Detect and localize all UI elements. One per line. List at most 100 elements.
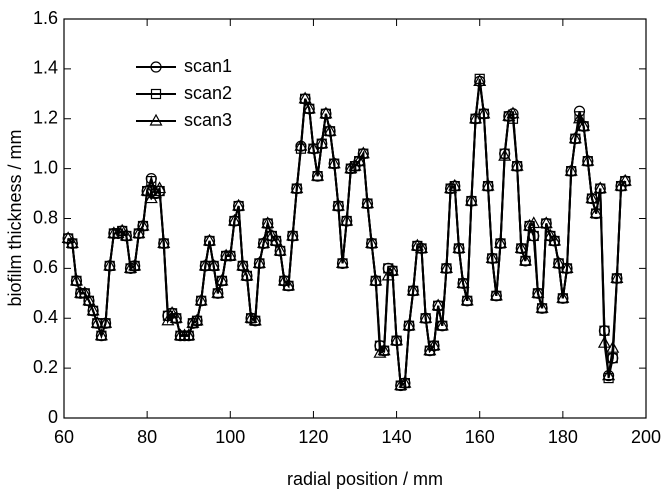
data-point xyxy=(493,236,508,249)
y-tick-label: 1.0 xyxy=(33,157,58,177)
data-point xyxy=(261,216,275,229)
data-point xyxy=(257,236,271,249)
data-point xyxy=(281,278,296,291)
data-point xyxy=(473,74,487,86)
legend-label: scan1 xyxy=(184,56,232,76)
data-point xyxy=(69,273,83,286)
data-point xyxy=(298,91,312,104)
data-point xyxy=(535,301,549,313)
data-point xyxy=(157,236,171,249)
data-point xyxy=(327,156,341,169)
x-tick-label: 100 xyxy=(215,427,245,447)
data-point xyxy=(518,253,532,266)
data-point xyxy=(444,181,458,194)
data-point xyxy=(90,315,104,328)
data-point xyxy=(136,218,150,231)
x-tick-label: 160 xyxy=(465,427,495,447)
data-point xyxy=(165,306,179,318)
data-point xyxy=(311,168,325,181)
data-point xyxy=(394,378,408,391)
data-point xyxy=(481,178,495,191)
data-point xyxy=(232,198,246,211)
plot-frame xyxy=(63,18,647,419)
data-point xyxy=(577,118,591,131)
y-tick-label: 1.2 xyxy=(33,108,58,128)
data-point xyxy=(290,181,304,194)
data-point xyxy=(198,258,212,271)
data-point xyxy=(186,315,200,328)
data-point xyxy=(128,258,142,271)
data-point xyxy=(552,256,566,268)
data-point xyxy=(597,335,611,348)
data-point xyxy=(452,241,466,254)
x-tick-label: 140 xyxy=(382,427,412,447)
data-point xyxy=(336,256,350,268)
x-tick-label: 200 xyxy=(631,427,661,447)
data-point xyxy=(123,261,138,273)
data-point xyxy=(572,111,587,124)
data-point xyxy=(273,243,287,256)
y-axis-label: biofilm thickness / mm xyxy=(5,129,25,306)
data-point xyxy=(344,161,358,174)
data-point xyxy=(99,315,113,328)
data-point xyxy=(269,233,283,246)
data-point xyxy=(427,338,441,351)
data-point xyxy=(277,273,291,286)
legend-marker xyxy=(150,61,162,73)
data-point xyxy=(456,276,470,288)
data-point xyxy=(294,138,308,151)
data-point xyxy=(146,175,157,187)
data-point xyxy=(581,153,595,166)
data-point xyxy=(65,236,79,249)
series-line xyxy=(67,81,626,388)
data-point xyxy=(319,106,333,119)
data-point xyxy=(606,340,620,353)
y-tick-label: 0.8 xyxy=(33,207,58,227)
data-point xyxy=(377,343,391,356)
data-point xyxy=(419,311,433,323)
data-point xyxy=(602,368,616,381)
data-point xyxy=(78,286,92,298)
data-point xyxy=(585,191,599,204)
legend-marker xyxy=(150,88,162,100)
data-point xyxy=(502,109,516,121)
data-point xyxy=(460,293,474,306)
legend-label: scan3 xyxy=(184,110,232,130)
data-point xyxy=(514,241,528,254)
data-point xyxy=(369,273,383,286)
y-tick-label: 0.2 xyxy=(33,357,58,377)
legend-label: scan2 xyxy=(184,83,232,103)
data-point xyxy=(498,148,512,161)
data-point xyxy=(548,233,562,246)
data-point xyxy=(240,268,254,281)
data-point xyxy=(414,241,429,254)
y-tick-label: 1.6 xyxy=(33,8,58,28)
data-point xyxy=(398,375,412,388)
y-tick-label: 0 xyxy=(48,407,58,427)
data-point xyxy=(153,181,167,194)
data-point xyxy=(431,298,445,311)
data-point xyxy=(556,291,570,303)
data-point xyxy=(315,136,329,149)
data-point xyxy=(182,328,196,341)
y-tick-label: 0.4 xyxy=(33,307,58,327)
data-point xyxy=(207,258,221,271)
data-point xyxy=(352,153,366,166)
data-point xyxy=(448,178,462,191)
data-point xyxy=(215,273,229,286)
data-point xyxy=(510,158,524,171)
data-point xyxy=(119,228,133,241)
data-point xyxy=(356,146,370,159)
data-point xyxy=(286,228,300,241)
data-point xyxy=(194,293,208,306)
series-line xyxy=(67,81,626,388)
data-point xyxy=(302,101,316,114)
data-point xyxy=(593,181,607,194)
data-point xyxy=(531,286,545,298)
data-point xyxy=(560,261,574,273)
data-point xyxy=(236,258,250,271)
data-point xyxy=(568,131,582,144)
data-point xyxy=(340,213,354,226)
data-point xyxy=(161,313,175,326)
